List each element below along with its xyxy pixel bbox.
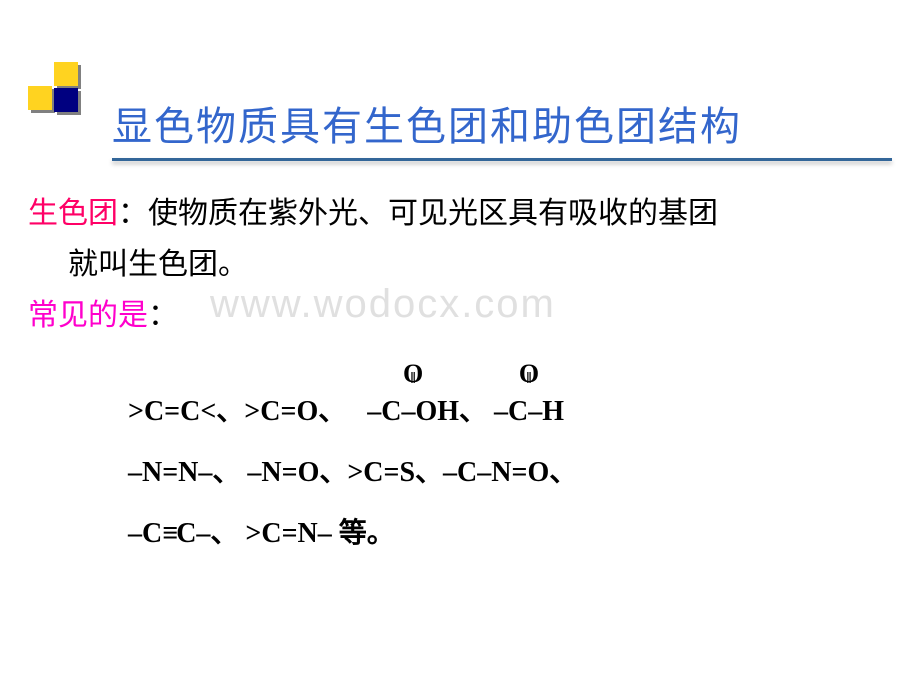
def-text-1a: ：使物质在紫外光、可见光区具有吸收的基团	[118, 197, 718, 230]
chem-r3-a: –C	[128, 518, 162, 549]
term-chromophore: 生色团	[28, 197, 118, 230]
aldehyde-dbl: ‖	[494, 371, 564, 387]
chem-row-1: >C=C<、>C=O、 O ‖ –C–OH 、 O ‖ –C–H	[28, 385, 888, 438]
title-decoration	[28, 62, 83, 117]
term-common: 常见的是	[28, 299, 148, 332]
title-container: 显色物质具有生色团和助色团结构	[112, 94, 892, 161]
slide-title: 显色物质具有生色团和助色团结构	[112, 94, 892, 152]
chem-sep-1: 、	[459, 396, 487, 427]
content-area: 生色团：使物质在紫外光、可见光区具有吸收的基团 就叫生色团。 常见的是： >C=…	[28, 188, 888, 561]
carboxyl-group: O ‖ –C–OH	[367, 385, 459, 438]
chem-row-3: –C≡C–、 >C=N– 等。	[28, 507, 888, 560]
chem-row-2: –N=N–、 –N=O、>C=S、–C–N=O、	[28, 446, 888, 499]
def-text-1b: 就叫生色团。	[68, 248, 248, 281]
deco-yellow-1-fg	[28, 86, 52, 110]
common-label-line: 常见的是：	[28, 290, 888, 341]
aldehyde-body: –C–H	[494, 396, 564, 427]
chem-r3-b: C–、 >C=N– 等。	[176, 518, 395, 549]
deco-yellow-2-fg	[54, 62, 78, 86]
deco-navy-fg	[54, 88, 78, 112]
definition-line-2: 就叫生色团。	[28, 239, 888, 290]
title-underline	[112, 158, 892, 161]
term-common-suffix: ：	[148, 299, 178, 332]
carboxyl-dbl: ‖	[367, 371, 459, 387]
triple-bond: ≡	[162, 518, 176, 549]
chem-r2-text: –N=N–、 –N=O、>C=S、–C–N=O、	[128, 457, 577, 488]
aldehyde-group: O ‖ –C–H	[494, 385, 564, 438]
chem-r1-part-a: >C=C<、>C=O、	[128, 396, 346, 427]
carboxyl-body: –C–OH	[367, 396, 459, 427]
definition-line-1: 生色团：使物质在紫外光、可见光区具有吸收的基团	[28, 188, 888, 239]
